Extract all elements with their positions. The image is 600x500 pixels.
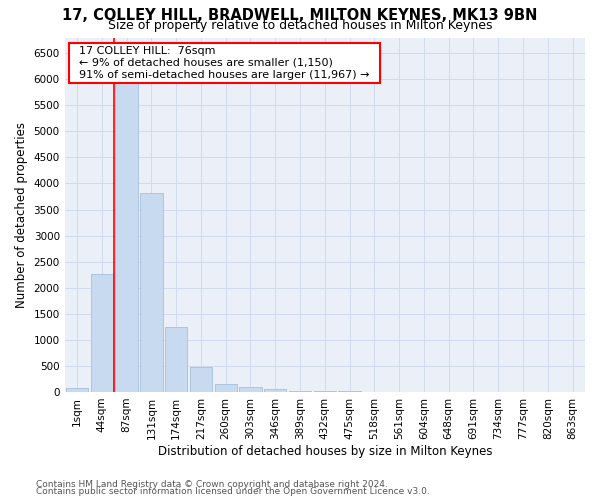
Text: Size of property relative to detached houses in Milton Keynes: Size of property relative to detached ho…: [108, 18, 492, 32]
Bar: [239, 388, 262, 392]
Bar: [264, 390, 286, 392]
Text: Contains public sector information licensed under the Open Government Licence v3: Contains public sector information licen…: [36, 487, 430, 496]
Text: 17, COLLEY HILL, BRADWELL, MILTON KEYNES, MK13 9BN: 17, COLLEY HILL, BRADWELL, MILTON KEYNES…: [62, 8, 538, 22]
Bar: [190, 368, 212, 392]
Bar: [66, 388, 88, 392]
Bar: [289, 391, 311, 392]
Text: 17 COLLEY HILL:  76sqm
  ← 9% of detached houses are smaller (1,150)
  91% of se: 17 COLLEY HILL: 76sqm ← 9% of detached h…: [73, 46, 377, 80]
X-axis label: Distribution of detached houses by size in Milton Keynes: Distribution of detached houses by size …: [158, 444, 492, 458]
Bar: [91, 274, 113, 392]
Bar: [165, 328, 187, 392]
Y-axis label: Number of detached properties: Number of detached properties: [15, 122, 28, 308]
Bar: [215, 384, 237, 392]
Bar: [140, 193, 163, 392]
Bar: [115, 56, 138, 392]
Text: Contains HM Land Registry data © Crown copyright and database right 2024.: Contains HM Land Registry data © Crown c…: [36, 480, 388, 489]
